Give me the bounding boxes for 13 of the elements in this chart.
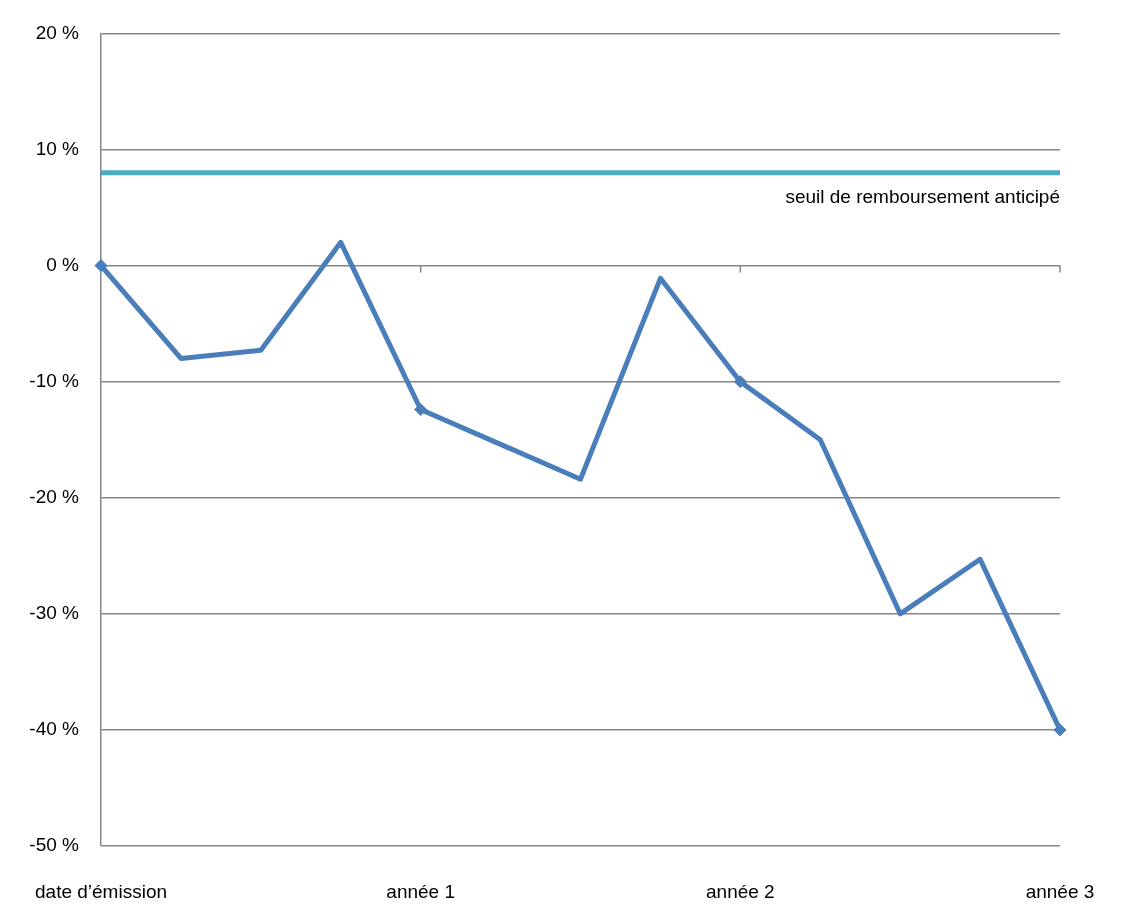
x-tick-label: année 1 [386, 880, 456, 902]
y-tick-label: 20 % [35, 21, 80, 43]
x-tick-label: année 2 [705, 880, 775, 902]
y-tick-label: -10 % [29, 369, 80, 391]
x-tick-label: année 3 [1025, 880, 1095, 902]
y-tick-label: -20 % [29, 485, 80, 507]
y-tick-label: -30 % [29, 602, 80, 624]
ref-line-label: seuil de remboursement anticipé [785, 185, 1060, 207]
y-tick-label: -40 % [29, 718, 80, 740]
y-tick-label: 10 % [35, 137, 80, 159]
y-tick-label: -50 % [29, 834, 80, 856]
y-tick-label: 0 % [46, 253, 80, 275]
x-tick-label: date d’émission [34, 880, 168, 902]
